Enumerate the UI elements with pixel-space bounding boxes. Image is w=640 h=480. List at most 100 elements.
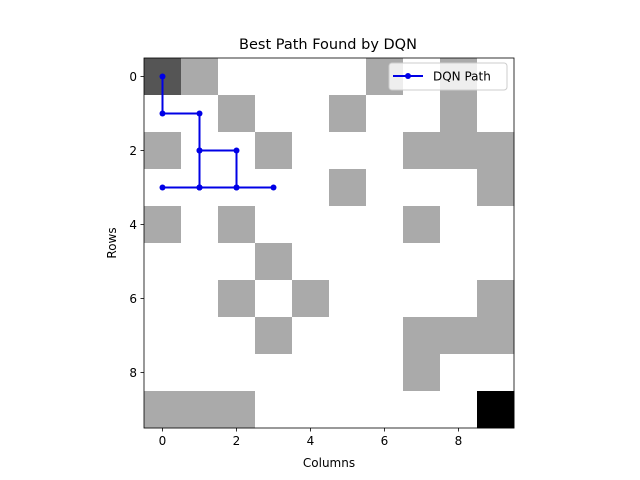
y-tick-label: 2 xyxy=(129,144,137,158)
grid-cell xyxy=(403,132,441,170)
plot-frame xyxy=(143,57,515,429)
grid-cell xyxy=(440,354,478,392)
grid-cell xyxy=(218,354,256,392)
x-tick-label: 6 xyxy=(381,434,389,448)
grid-cell xyxy=(255,243,293,281)
grid-cell xyxy=(403,317,441,355)
grid-cell xyxy=(366,391,404,429)
grid-cell xyxy=(292,317,330,355)
grid-cell xyxy=(329,95,367,133)
grid-cell xyxy=(477,169,515,207)
y-axis-ticks: 0 2 4 6 8 xyxy=(129,70,144,380)
path-layer xyxy=(159,73,277,191)
grid-cell xyxy=(403,354,441,392)
path-point xyxy=(196,110,203,117)
grid-cell xyxy=(329,280,367,318)
grid-cell xyxy=(181,354,219,392)
grid-cell xyxy=(366,95,404,133)
grid-cell xyxy=(181,58,219,96)
grid-cell xyxy=(329,206,367,244)
x-axis-label: Columns xyxy=(303,456,355,470)
grid-cell xyxy=(255,391,293,429)
path-point xyxy=(159,110,166,117)
grid-cell xyxy=(366,317,404,355)
grid-cell xyxy=(218,206,256,244)
grid-cell xyxy=(440,206,478,244)
grid-cell xyxy=(292,243,330,281)
path-point xyxy=(159,73,166,80)
grid-cell xyxy=(366,280,404,318)
grid-cell xyxy=(181,206,219,244)
grid-cell xyxy=(477,132,515,170)
x-tick-label: 0 xyxy=(159,434,167,448)
grid-cell xyxy=(181,391,219,429)
grid-cell xyxy=(255,132,293,170)
grid-cell xyxy=(403,280,441,318)
x-axis-ticks: 0 2 4 6 8 xyxy=(159,428,462,448)
grid-cell xyxy=(329,243,367,281)
grid-cell xyxy=(403,169,441,207)
grid-cell xyxy=(144,391,182,429)
grid-cell xyxy=(144,317,182,355)
grid-cell xyxy=(366,169,404,207)
grid-cell xyxy=(292,95,330,133)
grid-cell xyxy=(366,354,404,392)
chart-title: Best Path Found by DQN xyxy=(239,37,417,53)
grid-cell xyxy=(440,243,478,281)
path-point xyxy=(159,184,166,191)
legend-label: DQN Path xyxy=(433,70,491,84)
y-axis-label: Rows xyxy=(105,227,119,258)
grid-cell xyxy=(366,243,404,281)
path-point xyxy=(233,147,240,154)
path-point xyxy=(196,184,203,191)
x-tick-label: 4 xyxy=(307,434,315,448)
grid-cell xyxy=(440,317,478,355)
grid-cell xyxy=(255,206,293,244)
legend-marker xyxy=(405,73,411,79)
grid-cell xyxy=(218,280,256,318)
grid-cell xyxy=(292,391,330,429)
path-point xyxy=(196,147,203,154)
y-tick-label: 8 xyxy=(129,366,137,380)
grid-cell xyxy=(329,391,367,429)
grid-cell xyxy=(329,354,367,392)
grid-cell xyxy=(477,317,515,355)
grid-cell xyxy=(292,132,330,170)
grid-cell xyxy=(255,354,293,392)
grid-cell xyxy=(440,132,478,170)
grid-cell xyxy=(440,280,478,318)
grid-cell xyxy=(218,243,256,281)
grid-cell xyxy=(144,354,182,392)
grid-cell xyxy=(403,206,441,244)
grid-cell xyxy=(292,58,330,96)
grid-cell xyxy=(477,280,515,318)
path-point xyxy=(270,184,277,191)
grid-cell xyxy=(403,95,441,133)
legend-box xyxy=(388,62,508,91)
grid-cell xyxy=(477,354,515,392)
x-tick-label: 2 xyxy=(233,434,241,448)
grid-cell xyxy=(292,280,330,318)
grid-cell xyxy=(181,280,219,318)
grid-cell xyxy=(181,243,219,281)
grid-cell xyxy=(144,206,182,244)
grid-cell xyxy=(329,58,367,96)
grid-cell xyxy=(477,95,515,133)
grid-cell xyxy=(292,354,330,392)
grid-cell xyxy=(255,58,293,96)
grid-cell xyxy=(440,95,478,133)
grid-cell xyxy=(144,132,182,170)
grid-cell xyxy=(403,243,441,281)
grid-cell xyxy=(477,206,515,244)
y-tick-label: 4 xyxy=(129,218,137,232)
grid-cell xyxy=(440,169,478,207)
y-tick-label: 0 xyxy=(129,70,137,84)
grid-cell xyxy=(255,317,293,355)
grid-cell xyxy=(218,95,256,133)
grid-cell xyxy=(403,391,441,429)
grid-cell xyxy=(329,317,367,355)
grid-cell xyxy=(477,391,515,429)
grid-cell xyxy=(144,280,182,318)
grid-cell xyxy=(255,95,293,133)
